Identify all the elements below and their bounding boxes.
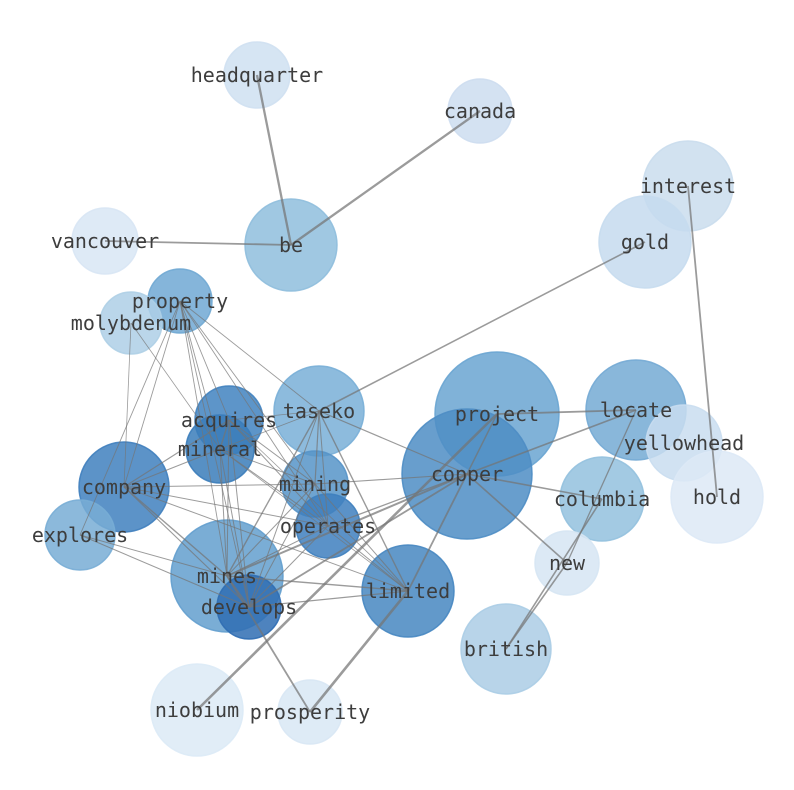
- edge-headquarter-be: [255, 74, 293, 246]
- edge-taseko-mining: [314, 410, 320, 485]
- edge-company-mines: [123, 486, 228, 577]
- edge-copper-mines: [226, 473, 468, 577]
- edge-acquires-limited: [228, 419, 409, 592]
- edge-copper-develops: [248, 473, 468, 608]
- edge-interest-hold: [687, 185, 718, 498]
- edge-mineral-acquires: [219, 419, 230, 450]
- edge-acquires-develops: [228, 419, 250, 608]
- edge-prosperity-limited: [308, 590, 410, 713]
- edge-operates-develops: [248, 525, 329, 608]
- edge-explores-develops: [79, 534, 250, 608]
- edge-copper-mining: [314, 473, 468, 485]
- edge-mines-limited: [226, 575, 409, 592]
- edge-copper-locate: [466, 409, 637, 475]
- edge-canada-be: [290, 110, 481, 246]
- edge-acquires-mining: [228, 419, 316, 485]
- edge-mineral-develops: [219, 448, 250, 608]
- edge-copper-operates: [327, 473, 468, 527]
- edge-copper-limited: [407, 473, 468, 592]
- edge-company-mining: [123, 483, 316, 488]
- nodes-layer: [44, 41, 764, 757]
- edge-copper-new: [466, 473, 568, 564]
- edge-operates-limited: [327, 525, 409, 592]
- edge-property-mines: [179, 300, 228, 577]
- edge-company-operates: [123, 486, 329, 527]
- edge-niobium-project: [196, 413, 498, 711]
- edge-company-acquires: [123, 419, 230, 488]
- edge-mineral-mines: [219, 448, 228, 577]
- edge-property-taseko: [179, 300, 320, 412]
- edge-mining-limited: [314, 483, 409, 592]
- edge-property-mineral: [179, 300, 221, 450]
- edge-acquires-operates: [228, 419, 329, 527]
- edge-taseko-limited: [318, 410, 409, 592]
- edge-molybdenum-mineral: [130, 322, 221, 450]
- edge-gold-taseko: [318, 241, 646, 412]
- edge-property-develops: [179, 300, 250, 608]
- edge-vancouver-be: [104, 240, 292, 246]
- edge-mineral-operates: [219, 448, 329, 527]
- edge-property-acquires: [179, 300, 230, 421]
- edge-mining-develops: [248, 483, 316, 608]
- edge-locate-new: [566, 409, 637, 564]
- edge-molybdenum-company: [123, 322, 132, 488]
- edge-company-limited: [123, 486, 409, 592]
- edge-taseko-operates: [318, 410, 329, 527]
- edge-property-company: [123, 300, 181, 488]
- edge-taseko-acquires: [228, 410, 320, 421]
- edge-mineral-limited: [219, 448, 409, 592]
- edge-develops-limited: [248, 590, 409, 608]
- edge-columbia-british: [505, 498, 603, 650]
- edge-copper-columbia: [466, 473, 603, 500]
- edge-taseko-develops: [248, 410, 320, 608]
- edge-new-british: [505, 562, 568, 650]
- edge-explores-mines: [79, 534, 228, 577]
- edge-operates-mines: [226, 525, 329, 577]
- edges-layer: [79, 74, 718, 713]
- edge-acquires-mines: [226, 419, 230, 577]
- edge-taseko-mineral: [219, 410, 320, 450]
- edge-mining-operates: [314, 483, 329, 527]
- edge-copper-taseko: [318, 410, 468, 475]
- edge-copper-project: [466, 413, 498, 475]
- edge-company-mineral: [123, 448, 221, 488]
- edge-company-develops: [123, 486, 250, 608]
- edge-mines-develops: [226, 575, 250, 608]
- edge-property-mining: [179, 300, 316, 485]
- edge-property-operates: [179, 300, 329, 527]
- edge-mining-mines: [226, 483, 316, 577]
- edge-project-locate: [496, 409, 637, 415]
- edge-mineral-mining: [219, 448, 316, 485]
- edge-property-explores: [79, 300, 181, 536]
